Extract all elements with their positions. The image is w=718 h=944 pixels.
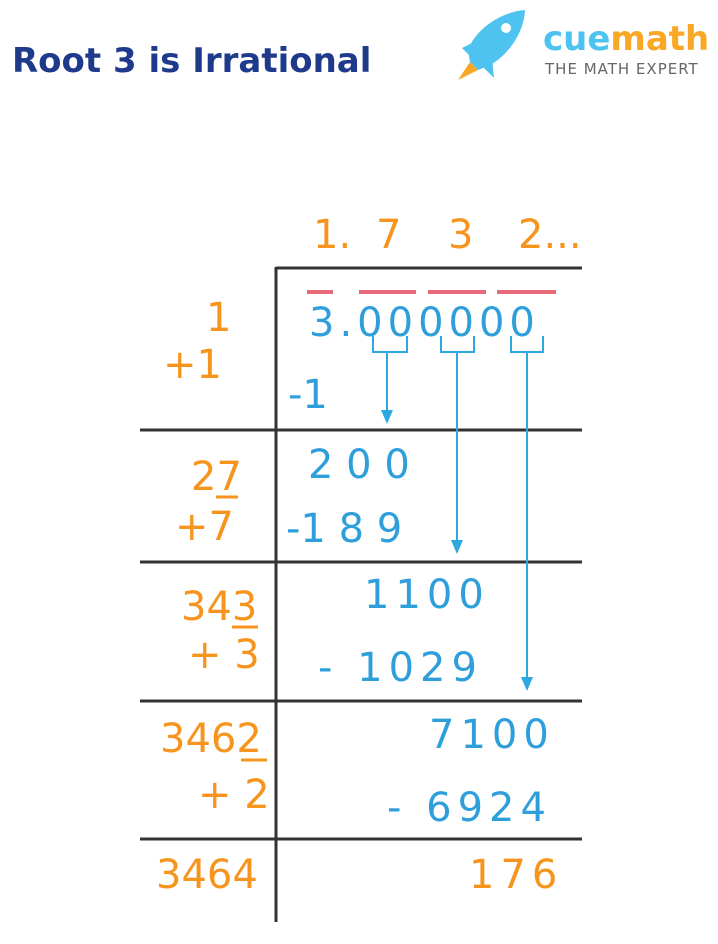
quotient-digit: 3: [448, 212, 473, 258]
dividend: 3.000000: [309, 300, 540, 346]
divisor-add-3: + 3: [188, 632, 260, 678]
cuemath-logo: cuemath THE MATH EXPERT: [458, 10, 709, 80]
svg-text:cuemath: cuemath: [543, 19, 709, 59]
divisor-3462: 3462: [160, 716, 262, 762]
quotient-digit: 2...: [518, 212, 582, 258]
final-remainder: 176: [469, 852, 563, 898]
remainder-200: 2 0 0: [308, 442, 410, 488]
remainder-1100: 1100: [364, 572, 490, 618]
remainder-7100: 7100: [429, 712, 555, 758]
divisor-add-1: +1: [163, 342, 222, 388]
logo-tagline: THE MATH EXPERT: [544, 60, 699, 78]
logo-text-math: math: [610, 19, 709, 59]
page-title: Root 3 is Irrational: [12, 41, 371, 81]
subtract-1029: - 1029: [318, 645, 483, 691]
logo-text-cue: cue: [543, 19, 610, 59]
subtract-6924: - 6924: [387, 785, 552, 831]
divisor-27: 27: [191, 454, 242, 500]
divisor-add-7: +7: [175, 504, 234, 550]
divisor-1: 1: [206, 295, 231, 341]
quotient-digit: 7: [376, 212, 401, 258]
quotient-digit: 1.: [313, 212, 351, 258]
divisor-3464: 3464: [156, 852, 258, 898]
divisor-add-2: + 2: [198, 772, 270, 818]
subtract-189: -1 8 9: [286, 506, 402, 552]
rocket-icon: [458, 10, 525, 80]
bring-down-arrows: [372, 336, 544, 691]
divisor-343: 343: [181, 584, 257, 630]
subtract-1: -1: [288, 372, 328, 418]
